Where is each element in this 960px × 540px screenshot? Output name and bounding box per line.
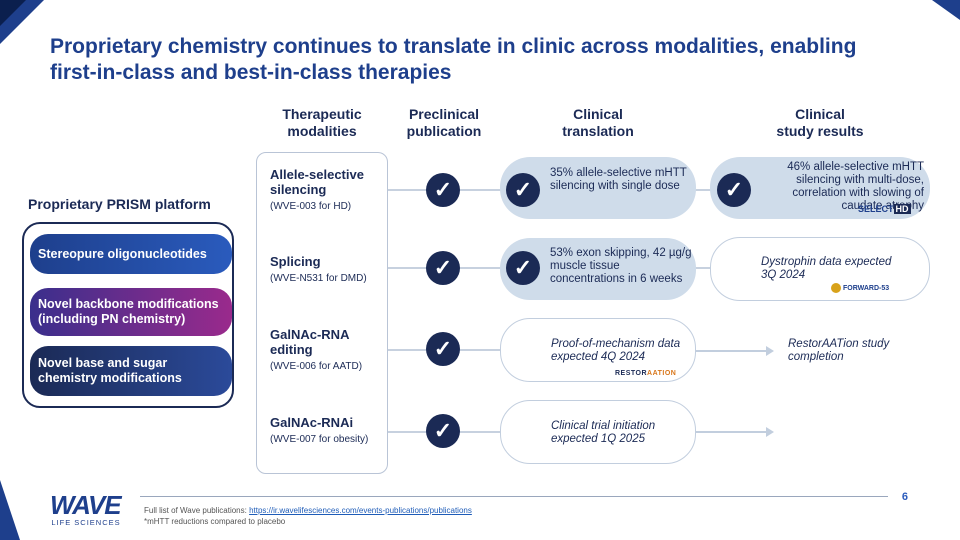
translation-text: Proof-of-mechanism data expected 4Q 2024 xyxy=(551,338,681,363)
results-text: 46% allele-selective mHTT silencing with… xyxy=(787,161,924,212)
modality-name: GalNAc-RNAi xyxy=(270,415,354,430)
modality-code: (WVE-006 for AATD) xyxy=(270,361,363,372)
arrow-line xyxy=(696,350,768,352)
results-text-3: RestorAATion study completion xyxy=(788,338,890,363)
modality-splicing: Splicing (WVE-N531 for DMD) xyxy=(270,254,384,286)
prism-item-base-sugar: Novel base and sugar chemistry modificat… xyxy=(30,346,232,396)
page-number: 6 xyxy=(901,491,908,503)
check-icon: ✓ xyxy=(426,414,460,448)
translation-text: Clinical trial initiation expected 1Q 20… xyxy=(551,420,656,445)
translation-text: 53% exon skipping, 42 µg/g muscle tissue… xyxy=(550,247,692,285)
results-text: Dystrophin data expected 3Q 2024 xyxy=(761,256,892,281)
wave-logo: WAVE LIFE SCIENCES xyxy=(50,490,122,527)
select-hd-logo: SELECT HD xyxy=(858,204,911,214)
footer-note: *mHTT reductions compared to placebo xyxy=(144,517,286,526)
modality-code: (WVE-N531 for DMD) xyxy=(270,273,367,284)
check-icon: ✓ xyxy=(426,332,460,366)
check-icon: ✓ xyxy=(506,173,540,207)
header-therapeutic-modalities: Therapeutic modalities xyxy=(282,106,362,139)
check-icon: ✓ xyxy=(506,251,540,285)
footer-publications: Full list of Wave publications: https://… xyxy=(144,506,472,515)
arrow-right-icon xyxy=(766,346,774,356)
prism-platform-title: Proprietary PRISM platform xyxy=(28,196,211,212)
check-icon: ✓ xyxy=(426,251,460,285)
modality-name: GalNAc-RNA editing xyxy=(270,327,349,357)
forward-53-logo: FORWARD-53 xyxy=(831,282,889,295)
arrow-line xyxy=(696,431,768,433)
header-preclinical-publication: Preclinical publication xyxy=(406,106,482,139)
arrow-right-icon xyxy=(766,427,774,437)
translation-card-4: Clinical trial initiation expected 1Q 20… xyxy=(500,400,696,464)
restoraation-logo: RESTORAATION xyxy=(615,370,677,377)
check-icon: ✓ xyxy=(717,173,751,207)
modality-galnac-rnai: GalNAc-RNAi (WVE-007 for obesity) xyxy=(270,415,384,447)
corner-decoration-inner xyxy=(0,0,26,26)
translation-text: 35% allele-selective mHTT silencing with… xyxy=(550,167,687,192)
corner-decoration-bottom xyxy=(0,480,20,540)
footer-divider xyxy=(140,496,888,497)
modality-name: Allele-selective silencing xyxy=(270,167,364,197)
publications-link[interactable]: https://ir.wavelifesciences.com/events-p… xyxy=(249,506,472,515)
translation-card-1: 35% allele-selective mHTT silencing with… xyxy=(500,157,696,219)
prism-item-backbone: Novel backbone modifications (including … xyxy=(30,288,232,336)
modality-name: Splicing xyxy=(270,254,321,269)
slide-title: Proprietary chemistry continues to trans… xyxy=(50,35,857,84)
header-clinical-translation: Clinical translation xyxy=(562,106,634,139)
prism-item-stereopure: Stereopure oligonucleotides xyxy=(30,234,232,274)
prism-platform-box xyxy=(22,222,234,408)
results-card-2: Dystrophin data expected 3Q 2024 FORWARD… xyxy=(710,237,930,301)
corner-decoration-right xyxy=(932,0,960,20)
header-clinical-study-results: Clinical study results xyxy=(776,106,864,139)
check-icon: ✓ xyxy=(426,173,460,207)
modality-code: (WVE-003 for HD) xyxy=(270,201,352,212)
modality-allele-selective: Allele-selective silencing (WVE-003 for … xyxy=(270,167,384,214)
results-card-1: 46% allele-selective mHTT silencing with… xyxy=(710,157,930,219)
modality-galnac-rna-editing: GalNAc-RNA editing (WVE-006 for AATD) xyxy=(270,327,384,374)
translation-card-3: Proof-of-mechanism data expected 4Q 2024… xyxy=(500,318,696,382)
modality-code: (WVE-007 for obesity) xyxy=(270,434,369,445)
modalities-panel xyxy=(256,152,388,474)
